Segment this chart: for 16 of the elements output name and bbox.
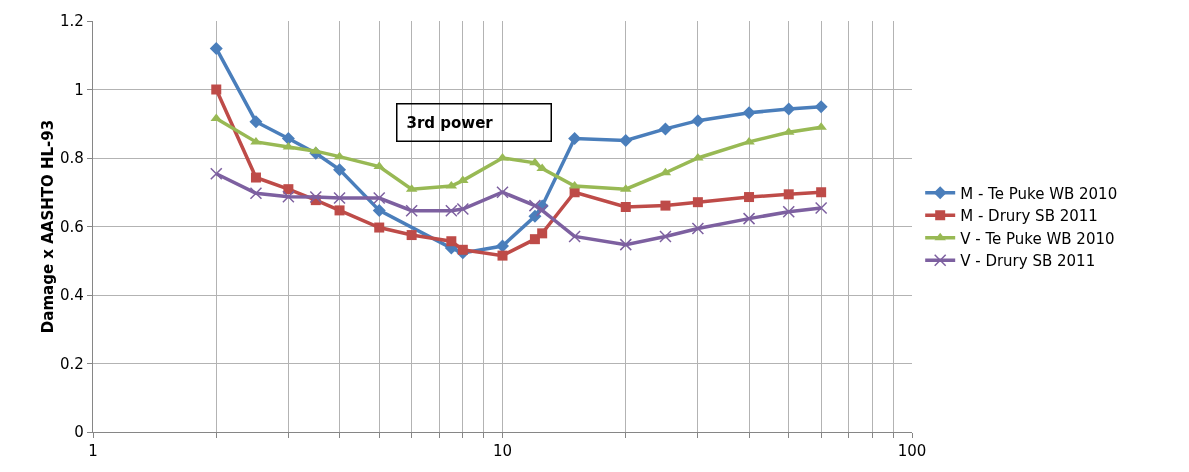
legend-label: M - Drury SB 2011	[960, 207, 1098, 226]
legend-label: V - Te Puke WB 2010	[960, 229, 1115, 248]
y-tick-label: 1.2	[59, 12, 84, 31]
x-tick-label: 10	[492, 442, 513, 461]
y-axis-title: Damage x AASHTO HL-93	[38, 119, 57, 334]
annotation: 3rd power	[406, 113, 494, 132]
y-tick-label: 0.4	[59, 286, 84, 305]
x-tick-label: 1	[88, 442, 98, 461]
x-tick-label: 100	[897, 442, 927, 461]
legend-label: V - Drury SB 2011	[960, 252, 1096, 271]
y-tick-label: 0.8	[59, 149, 84, 168]
y-tick-label: 1	[74, 80, 84, 99]
y-tick-label: 0.6	[59, 217, 84, 236]
y-tick-label: 0	[74, 423, 84, 442]
y-tick-label: 0.2	[59, 354, 84, 373]
legend-label: M - Te Puke WB 2010	[960, 184, 1118, 203]
